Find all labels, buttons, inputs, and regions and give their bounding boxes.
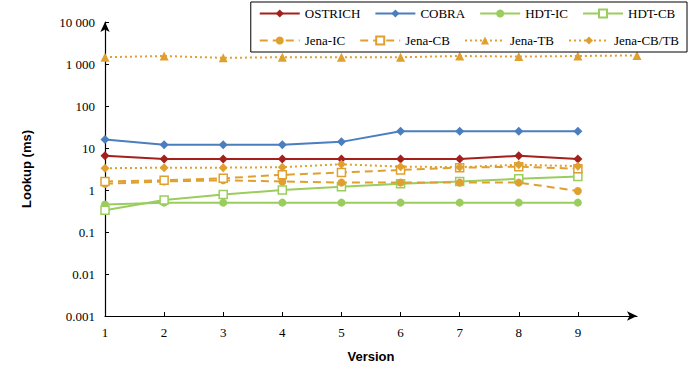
svg-text:OSTRICH: OSTRICH <box>305 6 361 21</box>
svg-text:6: 6 <box>397 325 404 340</box>
svg-text:100: 100 <box>76 99 96 114</box>
svg-text:7: 7 <box>456 325 463 340</box>
svg-text:COBRA: COBRA <box>420 6 465 21</box>
svg-text:0.01: 0.01 <box>72 267 95 282</box>
svg-text:Jena-CB: Jena-CB <box>405 33 450 48</box>
svg-text:Jena-IC: Jena-IC <box>305 33 345 48</box>
svg-text:8: 8 <box>516 325 523 340</box>
svg-text:Version: Version <box>348 349 395 364</box>
svg-text:Jena-TB: Jena-TB <box>510 33 554 48</box>
svg-text:5: 5 <box>338 325 345 340</box>
svg-text:9: 9 <box>575 325 582 340</box>
svg-text:HDT-CB: HDT-CB <box>628 6 676 21</box>
svg-text:1: 1 <box>89 183 96 198</box>
svg-text:1: 1 <box>102 325 109 340</box>
svg-text:Jena-CB/TB: Jena-CB/TB <box>614 33 679 48</box>
svg-text:1 000: 1 000 <box>66 57 95 72</box>
svg-text:HDT-IC: HDT-IC <box>525 6 568 21</box>
svg-text:4: 4 <box>279 325 286 340</box>
svg-text:2: 2 <box>161 325 168 340</box>
svg-text:10: 10 <box>82 141 95 156</box>
svg-text:0.001: 0.001 <box>66 309 95 324</box>
svg-text:0.1: 0.1 <box>79 225 95 240</box>
svg-text:10 000: 10 000 <box>59 15 95 30</box>
svg-text:Lookup (ms): Lookup (ms) <box>19 130 34 208</box>
svg-text:3: 3 <box>220 325 227 340</box>
